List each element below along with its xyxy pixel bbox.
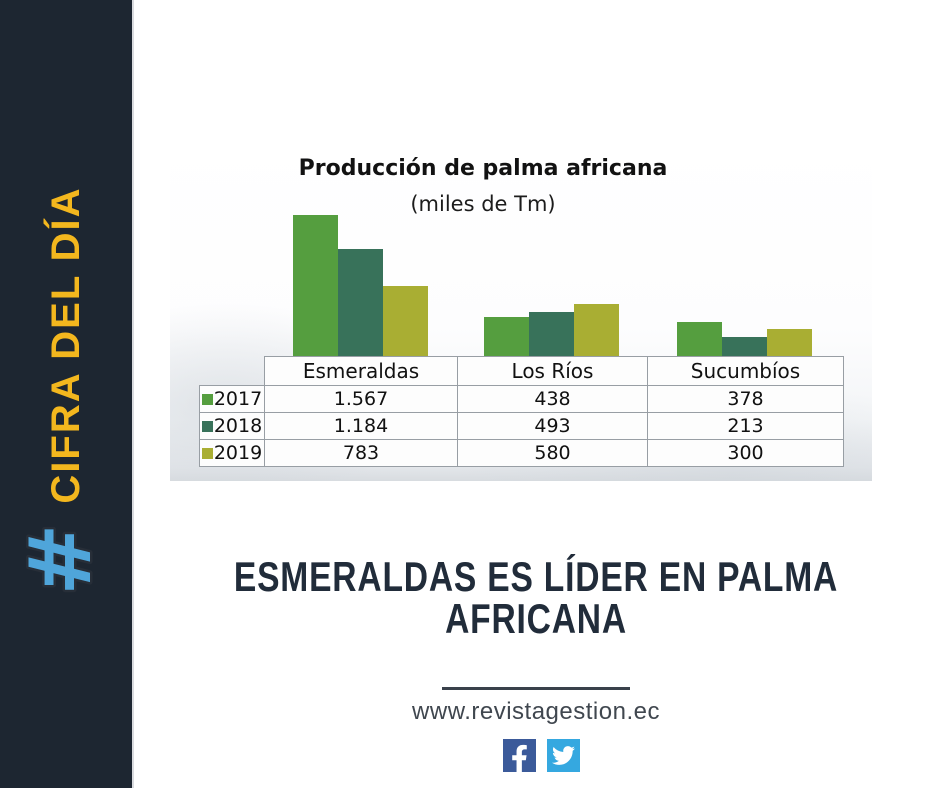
legend-year-2019: 2019 xyxy=(213,442,263,464)
twitter-icon[interactable] xyxy=(546,739,580,772)
legend-cell-2018: 2018 xyxy=(199,412,265,440)
column-header-0: Esmeraldas xyxy=(264,356,458,386)
value-cell-2019-1: 580 xyxy=(457,439,648,467)
site-url[interactable]: www.revistagestion.ec xyxy=(412,698,660,725)
bar-group-1 xyxy=(484,304,619,356)
value-cell-2018-1: 493 xyxy=(457,412,648,440)
table-row-2019: 2019 783 580 300 xyxy=(199,439,844,467)
facebook-icon[interactable] xyxy=(502,739,536,773)
hashtag-glyph: # xyxy=(26,524,106,596)
social-links xyxy=(132,739,940,773)
legend-swatch-2018 xyxy=(201,420,213,432)
value-cell-2019-0: 783 xyxy=(264,439,458,467)
bar-2017-1 xyxy=(484,317,529,356)
divider xyxy=(442,687,630,690)
value-cell-2017-2: 378 xyxy=(647,385,844,413)
table-row-2017: 2017 1.567 438 378 xyxy=(199,385,844,413)
bar-2019-2 xyxy=(767,329,812,356)
table-row-2018: 2018 1.184 493 213 xyxy=(199,412,844,440)
bar-2018-1 xyxy=(529,312,574,356)
bar-2019-0 xyxy=(383,286,428,356)
bar-2017-0 xyxy=(293,215,338,356)
bar-2018-2 xyxy=(722,337,767,356)
chart-data-table: Esmeraldas Los Ríos Sucumbíos 2017 1.567 438 3… xyxy=(199,356,844,467)
legend-cell-2017: 2017 xyxy=(199,385,265,413)
legend-header-spacer xyxy=(200,357,265,386)
bar-2019-1 xyxy=(574,304,619,356)
value-cell-2018-0: 1.184 xyxy=(264,412,458,440)
sidebar: # CIFRA DEL DÍA xyxy=(0,0,134,788)
value-cell-2017-1: 438 xyxy=(457,385,648,413)
campaign-banner: # CIFRA DEL DÍA xyxy=(26,186,106,601)
divider-wrap xyxy=(132,687,940,690)
value-cell-2019-2: 300 xyxy=(647,439,844,467)
value-cell-2017-0: 1.567 xyxy=(264,385,458,413)
legend-year-2018: 2018 xyxy=(213,415,263,437)
campaign-title: CIFRA DEL DÍA xyxy=(43,186,88,504)
bar-group-2 xyxy=(677,322,812,356)
chart-subtitle: (miles de Tm) xyxy=(410,192,556,216)
hashtag-icon: # xyxy=(26,521,106,598)
headline-text: ESMERALDAS ES LÍDER EN PALMA AFRICANA xyxy=(233,553,839,642)
legend-swatch-2019 xyxy=(201,447,213,459)
bar-group-0 xyxy=(293,215,428,356)
column-header-2: Sucumbíos xyxy=(647,356,844,386)
chart-panel: Producción de palma africana (miles de T… xyxy=(170,140,872,481)
main-area: Producción de palma africana (miles de T… xyxy=(132,0,940,788)
column-header-1: Los Ríos xyxy=(457,356,648,386)
headline: ESMERALDAS ES LÍDER EN PALMA AFRICANA xyxy=(132,556,940,640)
bar-2018-0 xyxy=(338,249,383,356)
value-cell-2018-2: 213 xyxy=(647,412,844,440)
bar-plot xyxy=(170,140,872,481)
bar-2017-2 xyxy=(677,322,722,356)
legend-cell-2019: 2019 xyxy=(199,439,265,467)
legend-year-2017: 2017 xyxy=(213,388,263,410)
chart-title: Producción de palma africana xyxy=(298,156,668,181)
legend-swatch-2017 xyxy=(201,393,213,405)
